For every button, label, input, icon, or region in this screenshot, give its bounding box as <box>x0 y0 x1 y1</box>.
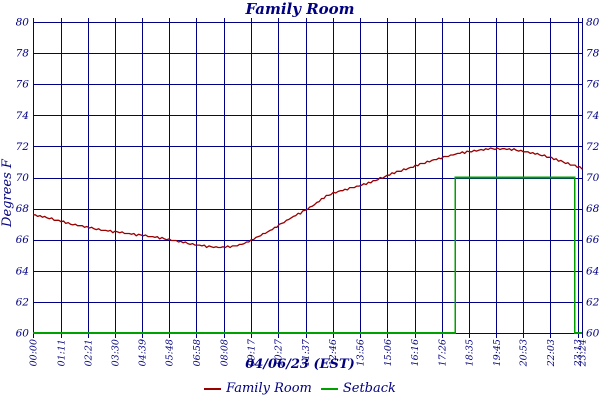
y-tick-label-right: 76 <box>586 79 600 91</box>
x-tick-label: 15:06 <box>383 339 394 366</box>
x-tick-label: 00:00 <box>29 339 40 366</box>
x-tick-label: 03:30 <box>111 339 122 366</box>
y-tick-label-left: 60 <box>16 328 30 340</box>
chart-legend: Family Room Setback <box>0 381 600 396</box>
temperature-line <box>33 147 583 249</box>
setback-line <box>33 176 582 334</box>
y-tick-label-left: 70 <box>16 172 30 184</box>
y-tick-label-right: 68 <box>586 203 600 215</box>
y-tick-label-right: 66 <box>586 234 600 246</box>
y-tick-label-left: 66 <box>16 234 30 246</box>
y-tick-label-left: 76 <box>16 79 30 91</box>
x-tick-label: 12:46 <box>328 339 339 366</box>
y-tick-label-left: 74 <box>16 110 29 122</box>
y-tick-label-right: 62 <box>586 296 600 308</box>
y-tick-label-right: 80 <box>586 17 600 29</box>
x-tick-label: 05:48 <box>165 339 176 366</box>
x-tick-label: 13:56 <box>355 339 366 366</box>
x-tick-label: 08:08 <box>219 339 230 366</box>
y-tick-labels: 60 60 62 62 64 64 66 66 68 68 70 70 72 72 74 74 76 76 78 78… <box>16 17 600 340</box>
y-tick-label-left: 78 <box>16 48 30 60</box>
y-tick-label-right: 74 <box>586 110 599 122</box>
x-tick-label: 04:39 <box>138 339 149 366</box>
x-tick-label: 06:58 <box>192 339 203 366</box>
setback-line-swatch-icon <box>320 387 338 390</box>
x-tick-label: 16:16 <box>410 339 421 366</box>
x-tick-labels: 00:00 01:11 02:21 03:30 04:39 05:48 06:58 08:08… <box>29 338 589 367</box>
legend-label-setback: Setback <box>342 381 396 396</box>
x-tick-label: 01:11 <box>56 339 67 366</box>
y-tick-label-left: 80 <box>16 17 30 29</box>
x-tick-label: 02:21 <box>84 339 95 366</box>
y-tick-label-right: 64 <box>586 265 599 277</box>
legend-item-setback: Setback <box>320 381 396 396</box>
x-tick-label: 10:27 <box>274 338 285 366</box>
x-tick-label: 22:03 <box>546 339 557 367</box>
x-tick-label: 23:24 <box>578 339 589 367</box>
x-tick-label: 19:45 <box>492 339 503 366</box>
x-tick-label: 23:13 <box>573 339 584 367</box>
x-tick-label: 17:26 <box>438 339 449 366</box>
y-tick-label-right: 78 <box>586 48 600 60</box>
y-tick-label-left: 62 <box>16 296 30 308</box>
legend-item-family-room: Family Room <box>204 381 312 396</box>
family-room-line-swatch-icon <box>204 387 222 390</box>
y-tick-label-left: 64 <box>16 265 29 277</box>
y-axis-title: Degrees F <box>0 159 15 227</box>
x-tick-label: 18:35 <box>464 339 475 366</box>
x-tick-label: 20:53 <box>518 339 529 367</box>
y-tick-label-left: 68 <box>16 203 30 215</box>
x-tick-label: 09:17 <box>246 338 257 366</box>
y-tick-label-right: 70 <box>586 172 600 184</box>
x-tick-label: 11:37 <box>301 338 312 366</box>
y-tick-label-right: 72 <box>586 141 600 153</box>
y-tick-label-right: 60 <box>586 328 600 340</box>
x-axis-date-label: 04/06/23 (EST) <box>245 357 355 372</box>
y-tick-label-left: 72 <box>16 141 30 153</box>
legend-label-family-room: Family Room <box>226 381 312 396</box>
chart-title: Family Room <box>245 0 355 18</box>
